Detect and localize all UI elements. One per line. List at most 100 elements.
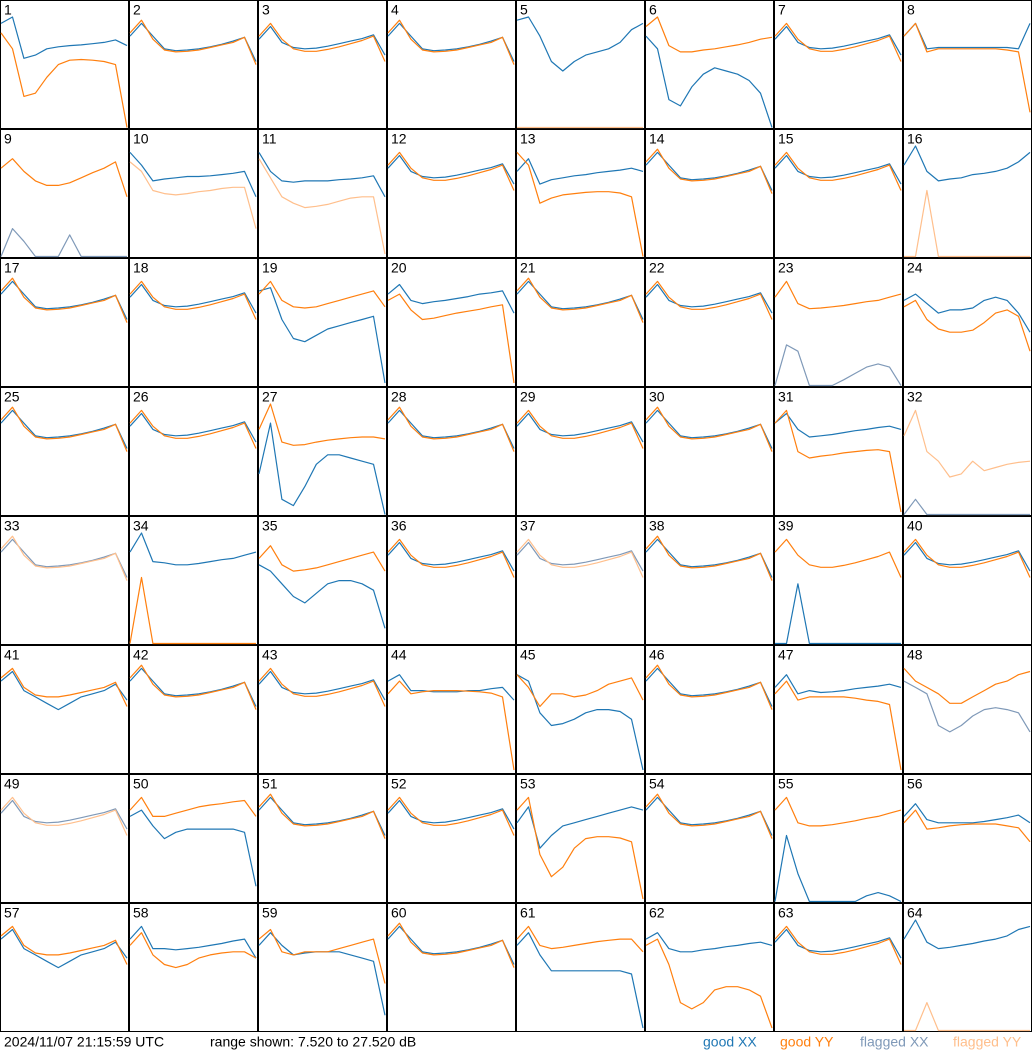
panel: 39 — [774, 516, 903, 645]
trace-xx — [903, 680, 1031, 733]
trace-yy — [387, 293, 515, 384]
panel: 1 — [0, 0, 129, 129]
panel-border — [387, 645, 516, 774]
trace-yy — [645, 938, 773, 1029]
panel-title: 10 — [133, 131, 149, 147]
panel-title: 5 — [520, 2, 528, 18]
trace-yy — [516, 277, 644, 323]
trace-xx — [0, 280, 128, 320]
trace-xx — [774, 834, 902, 903]
panel-border — [903, 387, 1032, 516]
panel-title: 28 — [391, 389, 407, 405]
trace-yy — [129, 796, 257, 817]
panel-title: 34 — [133, 518, 149, 534]
panel: 19 — [258, 258, 387, 387]
trace-yy — [0, 925, 128, 965]
panel-title: 27 — [262, 389, 278, 405]
panel-border — [258, 258, 387, 387]
trace-xx — [774, 674, 902, 695]
trace-xx — [387, 409, 515, 449]
trace-xx — [0, 538, 128, 578]
trace-yy — [774, 538, 902, 578]
trace-yy — [0, 535, 128, 581]
panel-title: 8 — [907, 2, 915, 18]
panel-title: 55 — [778, 776, 794, 792]
trace-xx — [129, 151, 257, 198]
panel-title: 21 — [520, 260, 536, 276]
panel-border — [129, 0, 258, 129]
panel-title: 58 — [133, 905, 149, 921]
panel-title: 44 — [391, 647, 407, 663]
panel-title: 3 — [262, 2, 270, 18]
panel: 14 — [645, 129, 774, 258]
panel-border — [0, 129, 129, 258]
trace-yy — [645, 406, 773, 452]
panel-title: 53 — [520, 776, 536, 792]
panel-border — [645, 903, 774, 1032]
trace-yy — [516, 538, 644, 578]
panel-border — [129, 129, 258, 258]
legend-entry: good XX — [703, 1034, 757, 1050]
panel: 47 — [774, 645, 903, 774]
panel-border — [129, 258, 258, 387]
trace-yy — [129, 19, 257, 65]
trace-xx — [516, 932, 644, 1029]
panel: 18 — [129, 258, 258, 387]
trace-yy — [129, 280, 257, 320]
panel-border — [0, 387, 129, 516]
panel: 61 — [516, 903, 645, 1032]
panel-border — [903, 774, 1032, 903]
legend-entry: flagged YY — [953, 1034, 1022, 1050]
trace-yy — [258, 280, 386, 309]
trace-xx — [258, 422, 386, 515]
panel: 55 — [774, 774, 903, 903]
panel-title: 20 — [391, 260, 407, 276]
trace-xx — [516, 541, 644, 572]
trace-yy — [258, 22, 386, 62]
panel-title: 33 — [4, 518, 20, 534]
trace-yy — [903, 667, 1031, 704]
trace-yy — [645, 280, 773, 320]
trace-xx — [903, 803, 1031, 824]
panel: 30 — [645, 387, 774, 516]
panel-border — [516, 774, 645, 903]
trace-yy — [258, 403, 386, 446]
panel-border — [516, 903, 645, 1032]
trace-xx — [0, 16, 128, 59]
trace-xx — [516, 16, 644, 72]
panel-title: 14 — [649, 131, 665, 147]
panel-border — [516, 387, 645, 516]
panel-border — [645, 258, 774, 387]
panel: 33 — [0, 516, 129, 645]
trace-xx — [645, 667, 773, 707]
trace-xx — [774, 25, 902, 56]
trace-xx — [774, 412, 902, 438]
trace-yy — [0, 796, 128, 836]
panel-border — [774, 129, 903, 258]
trace-yy — [904, 189, 1030, 258]
panel-title: 12 — [391, 131, 407, 147]
panel-border — [258, 516, 387, 645]
panel-title: 60 — [391, 905, 407, 921]
trace-yy — [258, 928, 386, 984]
trace-yy — [903, 299, 1031, 352]
trace-xx — [387, 154, 515, 185]
panel-border — [516, 258, 645, 387]
panel-border — [258, 129, 387, 258]
panel-title: 11 — [262, 131, 277, 147]
panel: 58 — [129, 903, 258, 1032]
panel-title: 31 — [778, 389, 794, 405]
trace-yy — [129, 932, 257, 969]
trace-yy — [0, 667, 128, 707]
panel-border — [903, 129, 1032, 258]
panel-border — [516, 645, 645, 774]
panel: 16 — [903, 129, 1032, 258]
panel-border — [129, 774, 258, 903]
panel-title: 24 — [907, 260, 923, 276]
panel-title: 39 — [778, 518, 794, 534]
trace-yy — [645, 535, 773, 581]
panel: 42 — [129, 645, 258, 774]
panel-border — [129, 387, 258, 516]
panel: 57 — [0, 903, 129, 1032]
